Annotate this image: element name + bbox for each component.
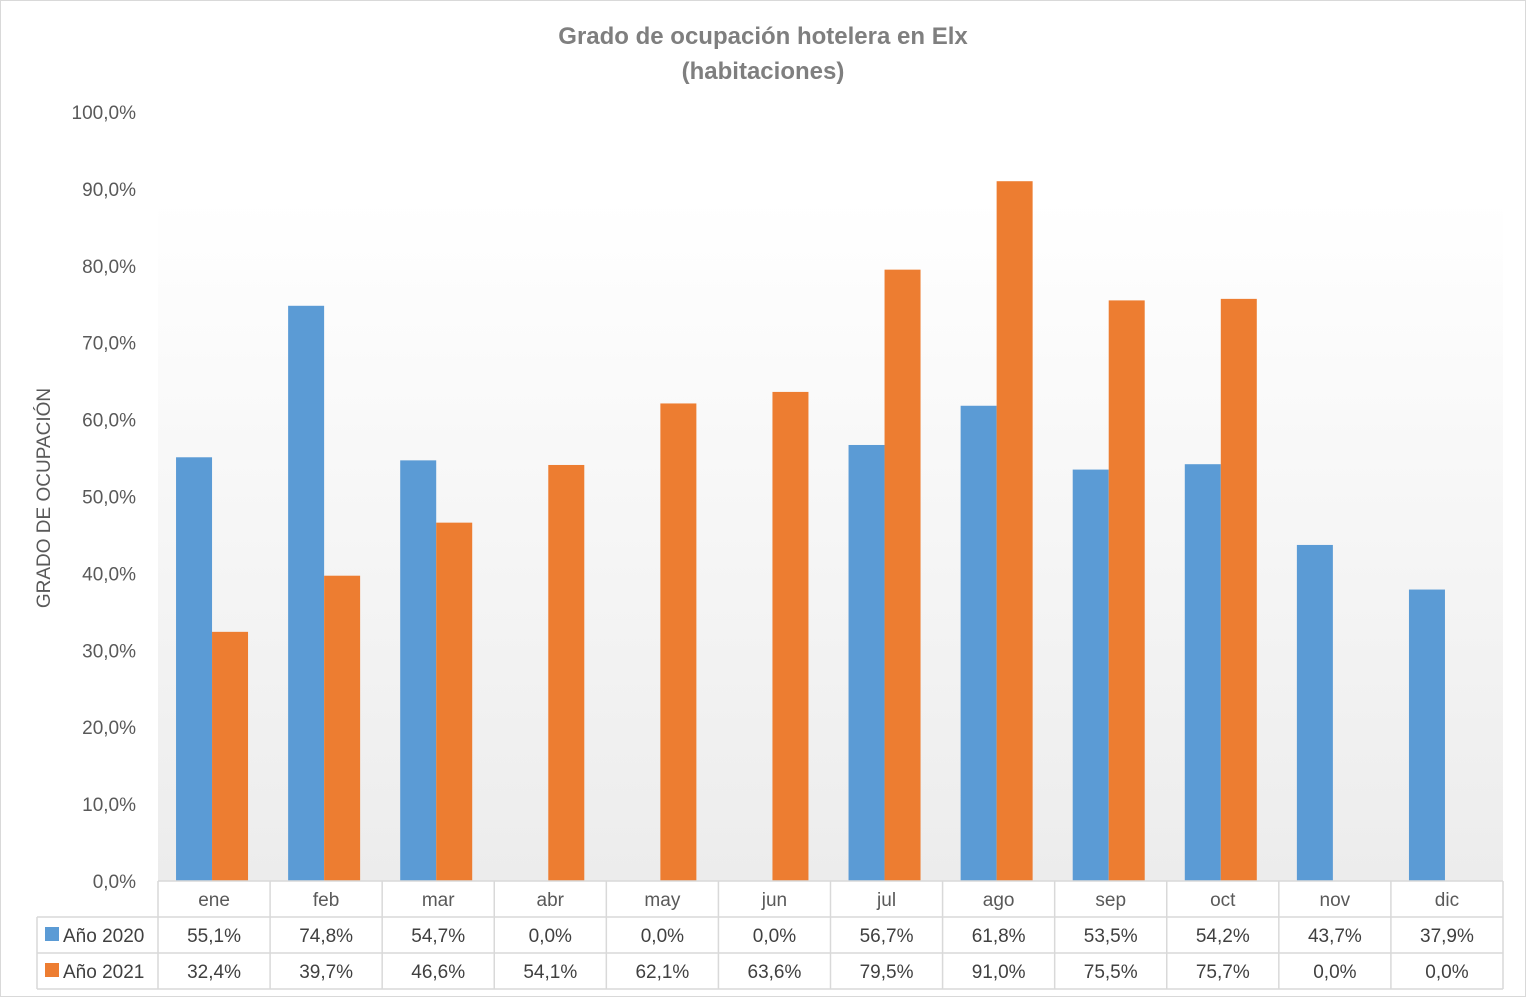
y-tick-label: 40,0% xyxy=(82,564,136,585)
bar-2020-ago xyxy=(960,405,997,881)
table-cell: 0,0% xyxy=(641,926,684,947)
y-axis-ticks: 0,0% 10,0% 20,0% 30,0% 40,0% 50,0% 60,0% 70,0% 8… xyxy=(72,103,137,893)
category-label: nov xyxy=(1320,890,1351,911)
bar-2020-ene xyxy=(176,457,213,881)
table-cell: 74,8% xyxy=(299,926,353,947)
table-cell: 54,1% xyxy=(523,962,577,983)
table-cell: 62,1% xyxy=(635,962,689,983)
table-cell: 0,0% xyxy=(1425,962,1468,983)
category-label: oct xyxy=(1210,890,1236,911)
y-tick-label: 50,0% xyxy=(82,488,136,509)
bar-2021-sep xyxy=(1108,300,1145,881)
table-cell: 46,6% xyxy=(411,962,465,983)
table-cell: 39,7% xyxy=(299,962,353,983)
y-tick-label: 70,0% xyxy=(82,334,136,355)
table-cell: 55,1% xyxy=(187,926,241,947)
bar-2020-mar xyxy=(400,460,437,881)
legend-swatch xyxy=(45,963,59,977)
table-cell: 0,0% xyxy=(529,926,572,947)
bar-2020-oct xyxy=(1184,464,1221,881)
y-tick-label: 80,0% xyxy=(82,257,136,278)
bar-2020-sep xyxy=(1072,469,1109,881)
y-tick-label: 90,0% xyxy=(82,180,136,201)
chart-subtitle: (habitaciones) xyxy=(682,58,845,85)
table-cell: 91,0% xyxy=(972,962,1026,983)
bar-2020-nov xyxy=(1296,544,1333,881)
y-tick-label: 60,0% xyxy=(82,411,136,432)
category-label: jul xyxy=(876,890,896,911)
y-tick-label: 20,0% xyxy=(82,718,136,739)
category-label: sep xyxy=(1095,890,1126,911)
table-cell: 79,5% xyxy=(860,962,914,983)
y-tick-label: 0,0% xyxy=(93,872,136,893)
category-label: feb xyxy=(313,890,339,911)
legend-swatch xyxy=(45,927,59,941)
table-cell: 75,5% xyxy=(1084,962,1138,983)
y-tick-label: 10,0% xyxy=(82,795,136,816)
legend-label: Año 2020 xyxy=(63,926,144,947)
legend-label: Año 2021 xyxy=(63,962,144,983)
table-cell: 54,2% xyxy=(1196,926,1250,947)
bar-2020-feb xyxy=(288,305,325,882)
table-cell: 61,8% xyxy=(972,926,1026,947)
bar-2020-dic xyxy=(1408,589,1445,881)
table-cell: 54,7% xyxy=(411,926,465,947)
category-label: mar xyxy=(422,890,455,911)
category-label: dic xyxy=(1435,890,1459,911)
data-table: ene feb mar abr may jun jul ago sep oct nov dic Año … xyxy=(36,880,1504,990)
bar-2021-abr xyxy=(548,464,585,881)
table-cell: 32,4% xyxy=(187,962,241,983)
y-axis-title: GRADO DE OCUPACIÓN xyxy=(33,388,55,608)
table-cell: 0,0% xyxy=(753,926,796,947)
bar-2021-ene xyxy=(212,631,249,881)
y-tick-label: 30,0% xyxy=(82,641,136,662)
category-label: abr xyxy=(537,890,565,911)
bar-2021-jul xyxy=(884,269,921,881)
y-tick-label: 100,0% xyxy=(72,103,137,124)
table-cell: 56,7% xyxy=(860,926,914,947)
bar-2021-feb xyxy=(324,575,361,881)
bar-2021-jun xyxy=(772,391,809,881)
bar-2021-may xyxy=(660,403,697,881)
table-cell: 63,6% xyxy=(748,962,802,983)
category-label: may xyxy=(644,890,680,911)
chart-title: Grado de ocupación hotelera en Elx xyxy=(558,23,968,50)
table-cell: 75,7% xyxy=(1196,962,1250,983)
bar-2021-mar xyxy=(436,522,473,881)
table-cell: 53,5% xyxy=(1084,926,1138,947)
table-cell: 43,7% xyxy=(1308,926,1362,947)
category-label: ago xyxy=(983,890,1015,911)
bars xyxy=(176,181,1445,882)
category-label: jun xyxy=(761,890,787,911)
bar-2021-ago xyxy=(996,181,1033,881)
bar-2020-jul xyxy=(848,444,885,881)
bar-2021-oct xyxy=(1220,298,1257,881)
table-cell: 0,0% xyxy=(1313,962,1356,983)
category-label: ene xyxy=(198,890,230,911)
table-cell: 37,9% xyxy=(1420,926,1474,947)
plot-background xyxy=(158,199,1503,881)
